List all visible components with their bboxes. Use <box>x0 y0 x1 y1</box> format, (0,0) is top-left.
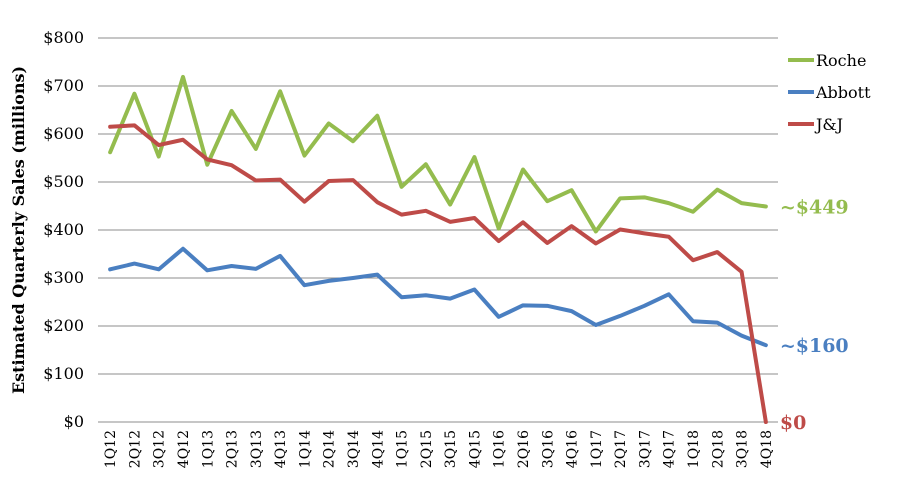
x-tick-label: 2Q15 <box>419 430 435 468</box>
x-tick-label: 1Q17 <box>589 430 605 468</box>
end-label: $0 <box>780 412 806 434</box>
y-axis-ticks: $0 $100 $200 $300 $400 $500 $600 $700 $800 <box>43 28 84 431</box>
x-tick-label: 4Q13 <box>273 430 289 468</box>
y-tick-label: $800 <box>43 28 84 47</box>
x-tick-label: 1Q16 <box>492 430 508 468</box>
x-tick-label: 3Q15 <box>443 430 459 468</box>
x-tick-label: 3Q14 <box>346 430 362 468</box>
series-line-j-j <box>108 123 768 424</box>
y-tick-label: $700 <box>43 76 84 95</box>
x-tick-label: 3Q12 <box>152 430 168 468</box>
x-tick-label: 1Q15 <box>395 430 411 468</box>
x-tick-label: 1Q13 <box>200 430 216 468</box>
series-line-abbott <box>108 246 768 348</box>
x-tick-label: 2Q18 <box>710 430 726 468</box>
x-tick-label: 2Q17 <box>613 430 629 468</box>
x-tick-label: 2Q16 <box>516 430 532 468</box>
x-tick-label: 2Q14 <box>322 430 338 468</box>
x-tick-label: 4Q14 <box>370 430 386 468</box>
end-label: ~$449 <box>780 196 849 218</box>
y-tick-label: $400 <box>43 220 84 239</box>
x-tick-label: 4Q16 <box>565 430 581 468</box>
y-tick-label: $600 <box>43 124 84 143</box>
y-tick-label: $500 <box>43 172 84 191</box>
x-tick-label: 4Q15 <box>467 430 483 468</box>
end-labels: ~$449 ~$160 $0 <box>780 196 849 434</box>
legend-label: J&J <box>814 115 843 134</box>
x-tick-label: 2Q12 <box>127 430 143 468</box>
x-tick-label: 1Q14 <box>297 430 313 468</box>
y-axis-label: Estimated Quarterly Sales (millions) <box>9 66 28 394</box>
x-tick-label: 1Q18 <box>686 430 702 468</box>
y-tick-label: $100 <box>43 364 84 383</box>
x-tick-label: 3Q16 <box>540 430 556 468</box>
x-axis-ticks: 1Q12 2Q12 3Q12 4Q12 1Q13 2Q13 3Q13 4Q13 1Q14 2Q14… <box>103 430 775 468</box>
y-tick-label: $0 <box>64 412 84 431</box>
series-lines <box>108 74 768 424</box>
series-line-roche <box>108 74 768 234</box>
x-tick-label: 3Q18 <box>735 430 751 468</box>
x-tick-label: 3Q13 <box>249 430 265 468</box>
x-tick-label: 3Q17 <box>637 430 653 468</box>
legend: Roche Abbott J&J <box>788 51 871 134</box>
x-tick-label: 2Q13 <box>225 430 241 468</box>
x-tick-label: 4Q18 <box>759 430 775 468</box>
legend-label: Roche <box>816 51 866 70</box>
x-tick-label: 4Q17 <box>662 430 678 468</box>
x-tick-label: 1Q12 <box>103 430 119 468</box>
end-label: ~$160 <box>780 335 849 357</box>
x-tick-label: 4Q12 <box>176 430 192 468</box>
legend-label: Abbott <box>815 83 871 102</box>
y-tick-label: $200 <box>43 316 84 335</box>
y-tick-label: $300 <box>43 268 84 287</box>
